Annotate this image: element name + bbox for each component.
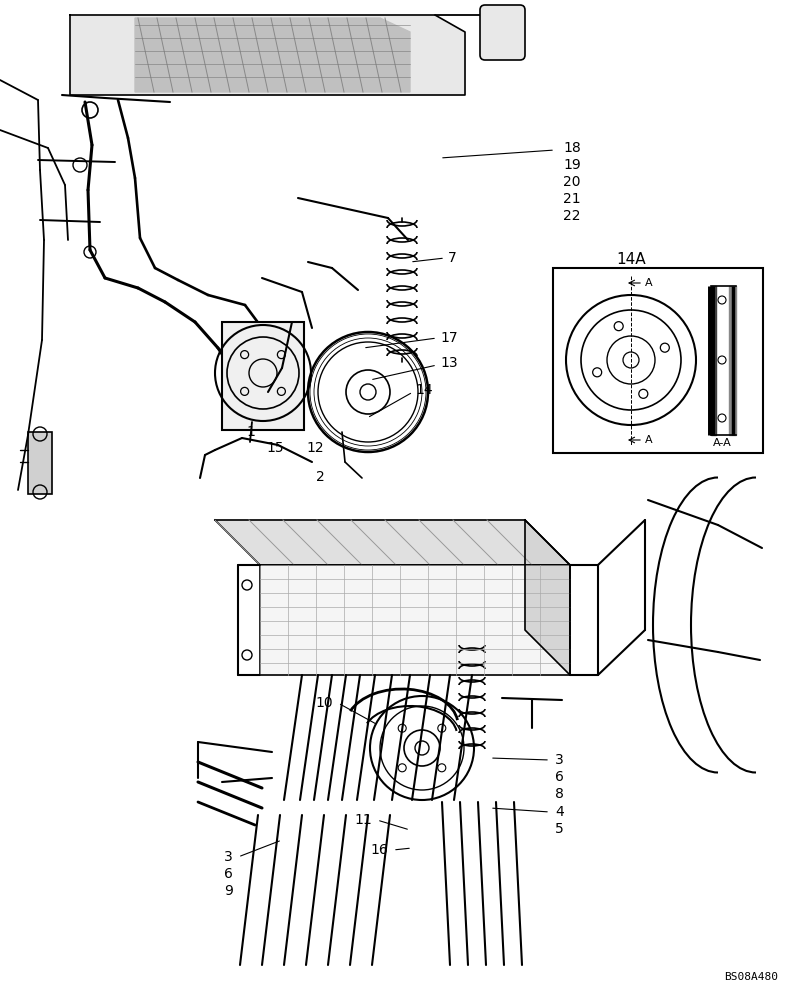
- Polygon shape: [525, 520, 570, 675]
- Text: 20: 20: [563, 175, 580, 189]
- Text: 1: 1: [246, 425, 255, 439]
- Text: 15: 15: [266, 441, 283, 455]
- Bar: [222, 322, 304, 430]
- Polygon shape: [260, 565, 570, 675]
- Text: 8: 8: [555, 787, 564, 801]
- Bar: [28, 432, 52, 494]
- Polygon shape: [729, 286, 736, 435]
- Bar: [553, 268, 763, 453]
- FancyBboxPatch shape: [480, 5, 525, 60]
- Text: 13: 13: [440, 356, 458, 370]
- Text: 14: 14: [415, 383, 432, 397]
- Text: 6: 6: [224, 867, 233, 881]
- Polygon shape: [215, 520, 570, 565]
- Polygon shape: [70, 15, 465, 95]
- Polygon shape: [135, 18, 410, 92]
- Text: 2: 2: [316, 470, 325, 484]
- Text: 7: 7: [448, 251, 457, 265]
- Text: 14A: 14A: [616, 252, 646, 267]
- Text: 3: 3: [224, 850, 233, 864]
- Text: 6: 6: [555, 770, 564, 784]
- Text: 21: 21: [563, 192, 580, 206]
- Text: 4: 4: [555, 805, 564, 819]
- Text: 5: 5: [555, 822, 564, 836]
- Polygon shape: [711, 286, 716, 435]
- Text: 3: 3: [555, 753, 564, 767]
- Text: A: A: [645, 435, 653, 445]
- Text: BS08A480: BS08A480: [724, 972, 778, 982]
- Text: 18: 18: [563, 141, 581, 155]
- Text: 11: 11: [354, 813, 372, 827]
- Text: 17: 17: [440, 331, 458, 345]
- Text: 22: 22: [563, 209, 580, 223]
- Text: A-A: A-A: [713, 438, 732, 448]
- Text: 9: 9: [224, 884, 233, 898]
- Text: A: A: [645, 278, 653, 288]
- Text: 19: 19: [563, 158, 581, 172]
- Text: 16: 16: [370, 843, 388, 857]
- Text: 10: 10: [315, 696, 333, 710]
- Text: 12: 12: [306, 441, 324, 455]
